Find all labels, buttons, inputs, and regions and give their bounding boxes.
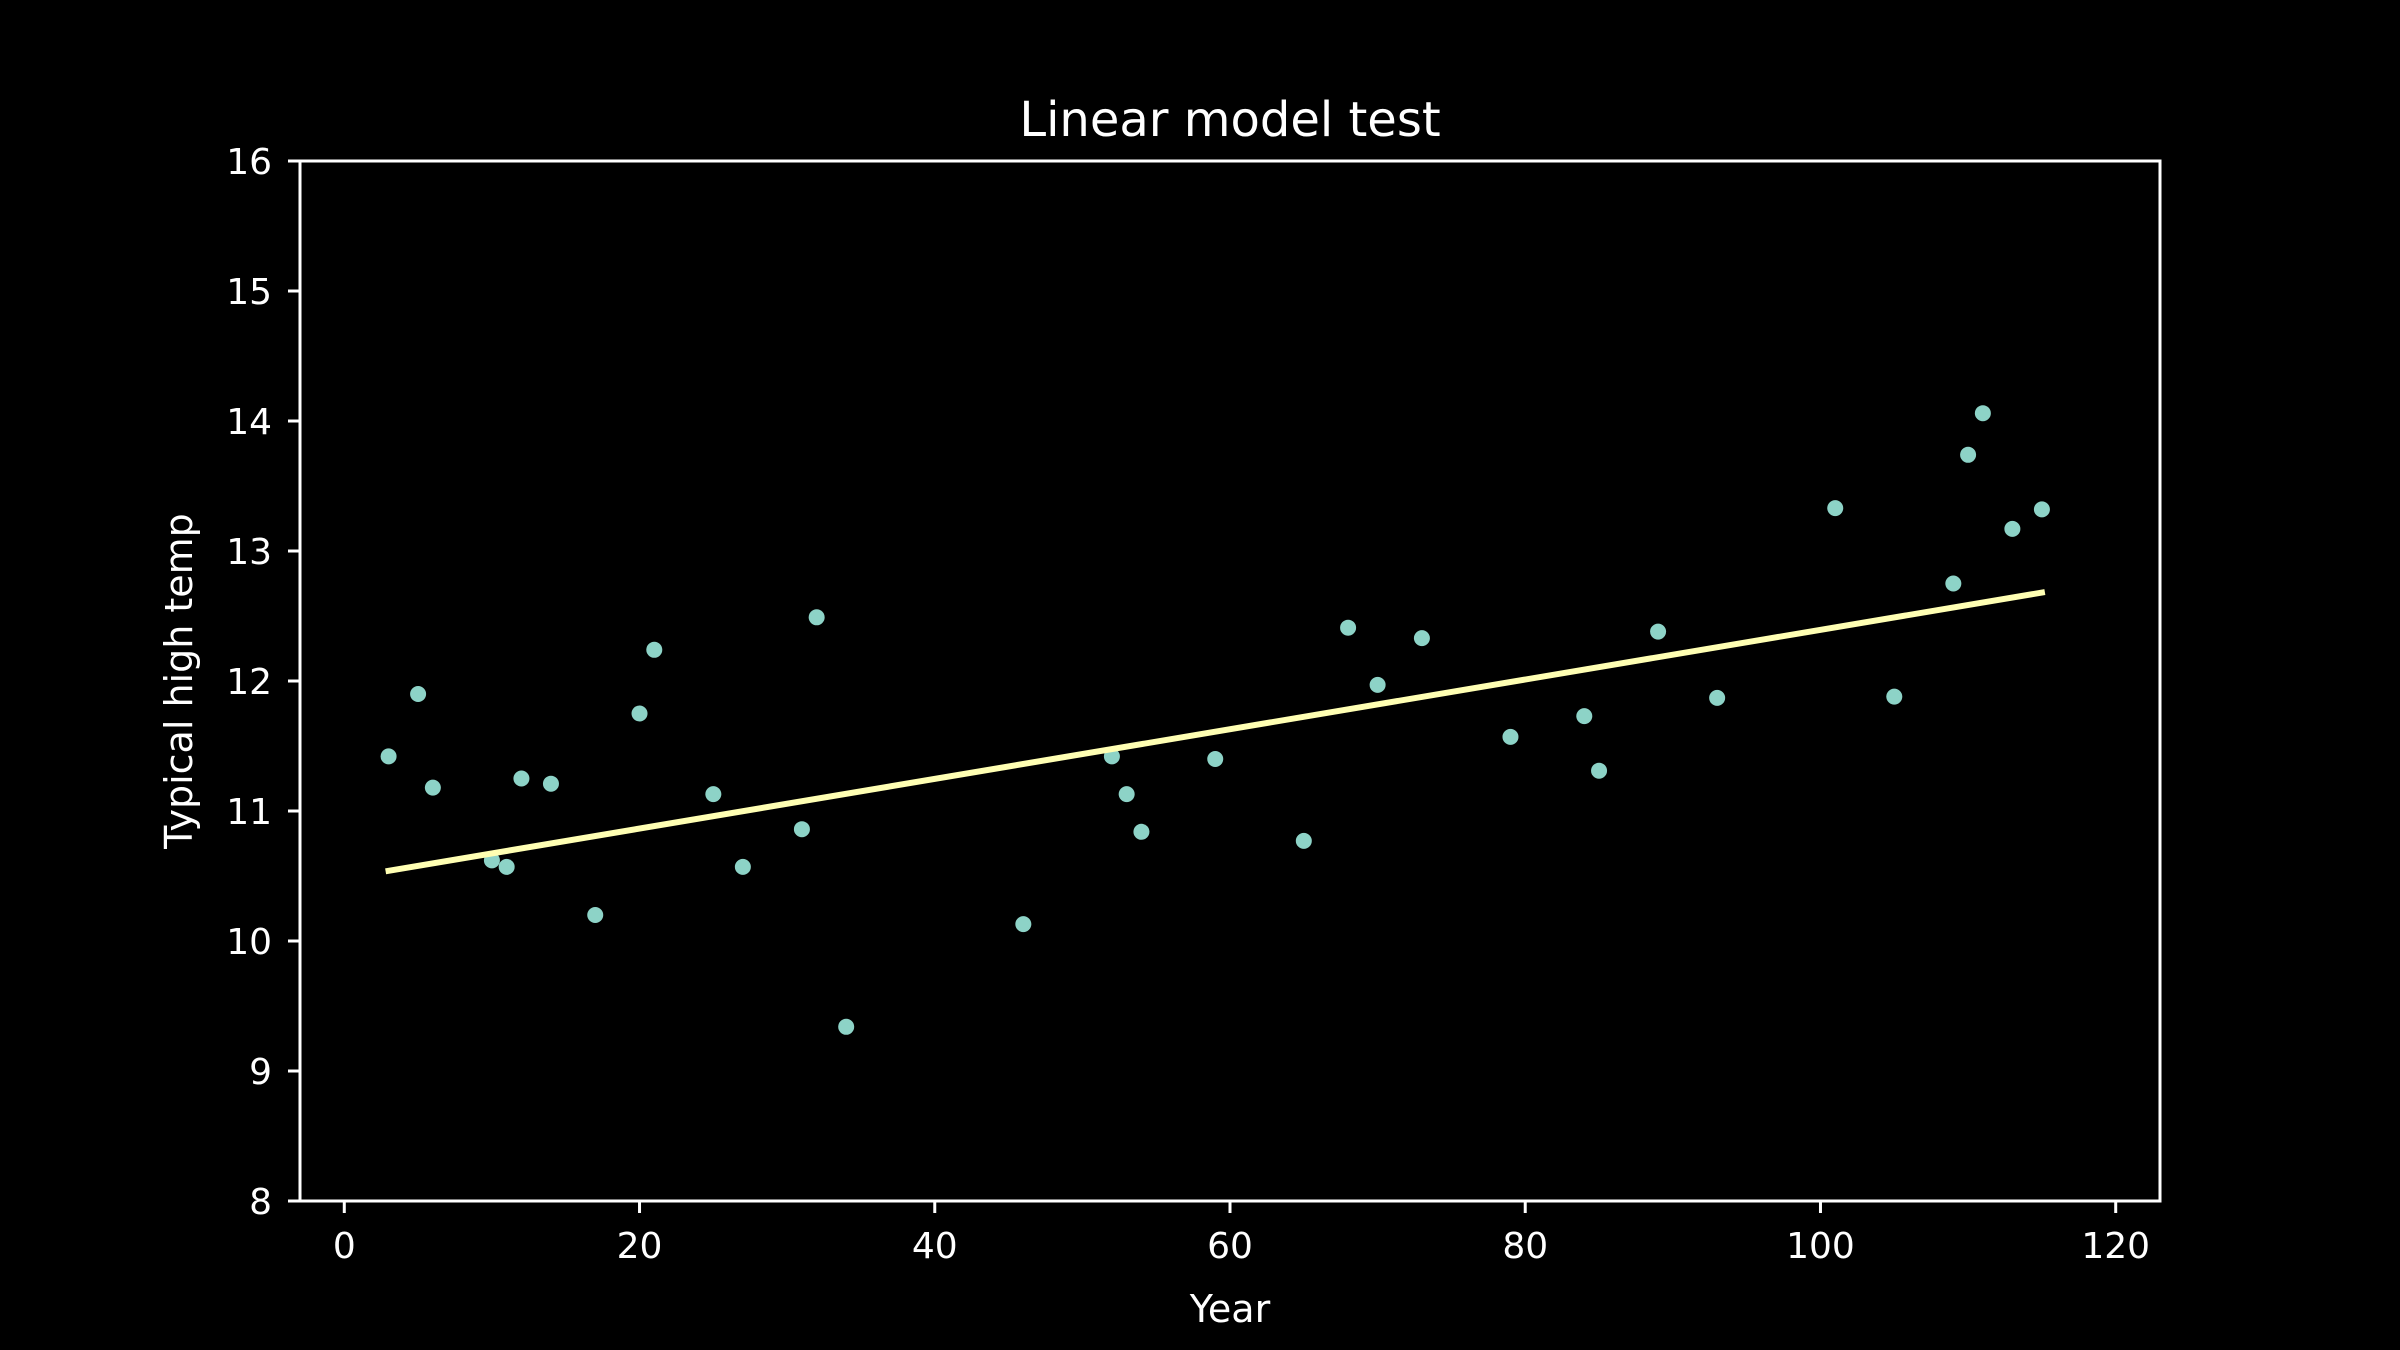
x-tick-label: 60 — [1207, 1226, 1253, 1267]
scatter-point — [1650, 623, 1667, 640]
scatter-point — [1945, 575, 1962, 592]
y-tick-label: 15 — [226, 272, 272, 313]
scatter-point — [1118, 786, 1135, 803]
scatter-point — [542, 775, 559, 792]
scatter-point — [1709, 689, 1726, 706]
chart-title: Linear model test — [1019, 92, 1440, 148]
fit-line — [385, 589, 2046, 875]
x-axis-ticks: 0 20 40 60 80 100 120 — [333, 1201, 2150, 1267]
y-tick-label: 13 — [226, 532, 272, 573]
scatter-point — [498, 858, 515, 875]
scatter-point — [793, 821, 810, 838]
scatter-point — [1295, 832, 1312, 849]
x-axis-label: Year — [1189, 1287, 1271, 1331]
y-tick-label: 8 — [249, 1182, 272, 1223]
x-tick-label: 40 — [912, 1226, 958, 1267]
y-tick-label: 11 — [226, 792, 272, 833]
scatter-point — [646, 641, 663, 658]
scatter-point — [705, 786, 722, 803]
scatter-point — [2033, 501, 2050, 518]
scatter-point — [808, 609, 825, 626]
x-tick-label: 80 — [1502, 1226, 1548, 1267]
scatter-point — [1413, 630, 1430, 647]
x-tick-label: 120 — [2081, 1226, 2150, 1267]
scatter-point — [1960, 446, 1977, 463]
scatter-point — [1974, 405, 1991, 422]
scatter-point — [410, 686, 427, 702]
scatter-point — [1576, 708, 1593, 725]
y-tick-label: 9 — [249, 1052, 272, 1093]
scatter-point — [1591, 762, 1608, 779]
y-tick-label: 12 — [226, 662, 272, 703]
x-tick-label: 0 — [333, 1226, 356, 1267]
x-tick-label: 100 — [1786, 1226, 1855, 1267]
chart-marks — [380, 405, 2050, 1035]
scatter-point — [1827, 500, 1844, 517]
x-tick-label: 20 — [617, 1226, 663, 1267]
y-tick-label: 16 — [226, 142, 272, 183]
scatter-point — [734, 858, 751, 875]
scatter-point — [1015, 916, 1032, 933]
scatter-point — [587, 907, 604, 923]
y-tick-label: 14 — [226, 402, 272, 443]
scatter-point — [1502, 728, 1519, 745]
scatter-point — [424, 779, 441, 796]
scatter-point — [1133, 823, 1150, 840]
scatter-point — [631, 705, 648, 722]
y-axis-label: Typical high temp — [157, 513, 201, 850]
scatter-point — [838, 1018, 855, 1035]
y-tick-label: 10 — [226, 922, 272, 963]
y-axis-ticks: 8 9 10 11 12 13 14 15 16 — [226, 142, 300, 1223]
scatter-point — [380, 748, 397, 765]
scatter-point — [513, 770, 530, 787]
scatter-point — [1369, 676, 1386, 693]
scatter-point — [2004, 520, 2021, 537]
scatter-point — [1207, 751, 1224, 767]
scatter-point — [1886, 688, 1903, 705]
scatter-point — [1340, 619, 1357, 636]
